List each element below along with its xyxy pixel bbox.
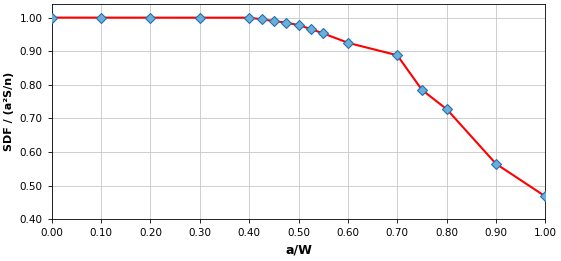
- Y-axis label: SDF / (a²S/n): SDF / (a²S/n): [4, 72, 14, 151]
- X-axis label: a/W: a/W: [285, 244, 312, 257]
